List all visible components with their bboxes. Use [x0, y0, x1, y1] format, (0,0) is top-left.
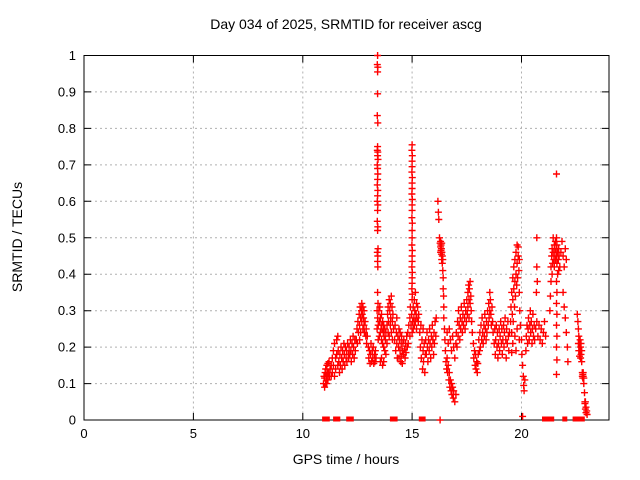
axis-ticks — [83, 55, 609, 421]
y-tick-label: 0.3 — [58, 303, 76, 318]
x-tick-label: 20 — [514, 426, 528, 441]
y-tick-label: 0.7 — [58, 157, 76, 172]
x-axis-label: GPS time / hours — [293, 451, 400, 467]
y-axis-label: SRMTID / TECUs — [9, 182, 25, 292]
scatter-points — [320, 52, 591, 424]
y-tick-label: 0.2 — [58, 340, 76, 355]
tick-labels: 00.10.20.30.40.50.60.70.80.910 5 10 15 20 — [58, 48, 529, 441]
tick-marks — [83, 55, 609, 421]
x-tick-label: 0 — [80, 426, 87, 441]
x-tick-label: 15 — [405, 426, 419, 441]
y-tick-label: 0.8 — [58, 121, 76, 136]
y-tick-label: 0 — [69, 413, 76, 428]
data-points-layer — [320, 52, 591, 424]
y-tick-label: 0.5 — [58, 230, 76, 245]
chart-title: Day 034 of 2025, SRMTID for receiver asc… — [210, 16, 482, 32]
y-tick-label: 0.4 — [58, 267, 76, 282]
x-tick-label: 5 — [190, 426, 197, 441]
x-tick-label: 10 — [296, 426, 310, 441]
y-tick-label: 0.9 — [58, 84, 76, 99]
y-tick-label: 1 — [69, 48, 76, 63]
y-tick-label: 0.6 — [58, 194, 76, 209]
zero-line-squares — [322, 416, 585, 422]
y-tick-label: 0.1 — [58, 376, 76, 391]
